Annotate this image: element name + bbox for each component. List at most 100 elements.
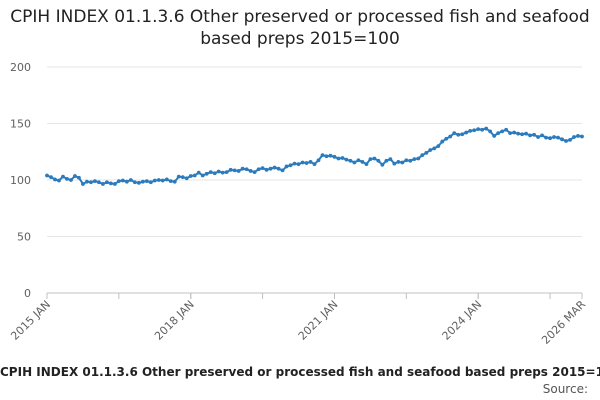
data-point — [364, 162, 369, 167]
axes: 0 50 100 150 200 2015 JAN 2018 JAN 2021 JAN 2024… — [8, 61, 588, 347]
data-point — [408, 158, 413, 163]
data-point — [576, 134, 580, 138]
data-point — [404, 158, 409, 163]
data-point — [220, 170, 225, 175]
y-tick-label: 100 — [10, 174, 31, 187]
data-point — [104, 180, 109, 185]
data-point — [49, 175, 53, 180]
data-point — [228, 167, 233, 172]
data-point — [324, 154, 329, 159]
data-point — [500, 129, 505, 134]
data-point — [512, 130, 517, 135]
data-point — [308, 160, 313, 164]
data-point — [424, 150, 429, 155]
x-tick-label: 2015 JAN — [8, 298, 53, 343]
data-point — [264, 167, 269, 172]
data-point — [372, 156, 377, 161]
data-point — [460, 132, 465, 137]
data-point — [352, 160, 357, 165]
data-point — [77, 175, 81, 180]
data-point — [236, 169, 241, 173]
data-point — [252, 170, 257, 174]
data-point — [380, 162, 385, 167]
data-point — [89, 180, 93, 185]
data-point — [256, 167, 261, 172]
data-point — [536, 135, 540, 139]
data-point — [204, 171, 209, 176]
data-point — [504, 127, 509, 132]
data-point — [428, 148, 433, 152]
data-point — [93, 179, 97, 184]
data-point — [268, 166, 273, 171]
gridlines — [47, 66, 582, 237]
data-point — [112, 182, 117, 186]
data-point — [164, 177, 169, 182]
source-label: Source: — [542, 382, 588, 396]
data-point — [304, 161, 309, 165]
data-point — [336, 156, 341, 161]
x-tick-label: 2024 JAN — [440, 298, 485, 343]
data-point — [392, 161, 397, 166]
data-point — [124, 179, 129, 184]
data-point — [436, 144, 441, 149]
data-point — [344, 157, 349, 162]
data-point — [196, 170, 201, 175]
data-point — [528, 133, 532, 138]
data-point — [224, 170, 229, 174]
series-line — [46, 127, 583, 185]
data-point — [564, 139, 568, 143]
data-point — [69, 178, 73, 182]
data-point — [148, 180, 153, 185]
data-point — [340, 156, 345, 160]
y-tick-label: 50 — [17, 231, 31, 244]
data-point — [488, 129, 493, 134]
chart-title: CPIH INDEX 01.1.3.6 Other preserved or p… — [10, 7, 590, 49]
data-point — [492, 134, 497, 138]
data-point — [152, 178, 157, 183]
data-point — [388, 157, 393, 161]
data-point — [556, 135, 560, 140]
data-point — [532, 132, 536, 137]
x-tick-label: 2026 MAR — [539, 298, 588, 347]
data-point — [276, 166, 281, 171]
data-point — [316, 158, 321, 163]
data-point — [53, 177, 57, 182]
data-point — [288, 163, 293, 168]
data-point — [468, 128, 473, 133]
data-point — [232, 168, 237, 173]
data-point — [176, 174, 181, 179]
data-point — [85, 179, 89, 184]
x-tick-label: 2018 JAN — [152, 298, 197, 343]
data-point — [568, 137, 572, 142]
data-point — [400, 160, 405, 165]
data-point — [280, 168, 285, 173]
data-point — [416, 156, 421, 161]
data-point — [156, 178, 161, 182]
data-point — [188, 174, 193, 178]
data-point — [376, 158, 381, 163]
data-point — [356, 158, 361, 163]
data-point — [412, 157, 417, 161]
data-point — [248, 169, 253, 173]
data-point — [520, 132, 525, 137]
data-point — [484, 126, 489, 131]
data-point — [73, 174, 77, 178]
data-point — [132, 180, 137, 185]
data-point — [312, 162, 317, 167]
data-point — [452, 131, 457, 136]
legend-series-label: CPIH INDEX 01.1.3.6 Other preserved or p… — [0, 365, 600, 379]
data-point — [572, 135, 576, 139]
data-point — [168, 179, 173, 184]
data-point — [296, 162, 301, 167]
data-point — [172, 179, 177, 184]
data-point — [97, 180, 101, 185]
data-point — [552, 135, 556, 139]
data-point — [580, 134, 584, 139]
y-tick-label: 0 — [24, 287, 31, 300]
data-point — [292, 161, 297, 166]
data-point — [300, 160, 305, 165]
data-point — [360, 160, 365, 164]
data-point — [108, 181, 113, 186]
data-point — [440, 139, 445, 144]
data-point — [61, 174, 65, 179]
